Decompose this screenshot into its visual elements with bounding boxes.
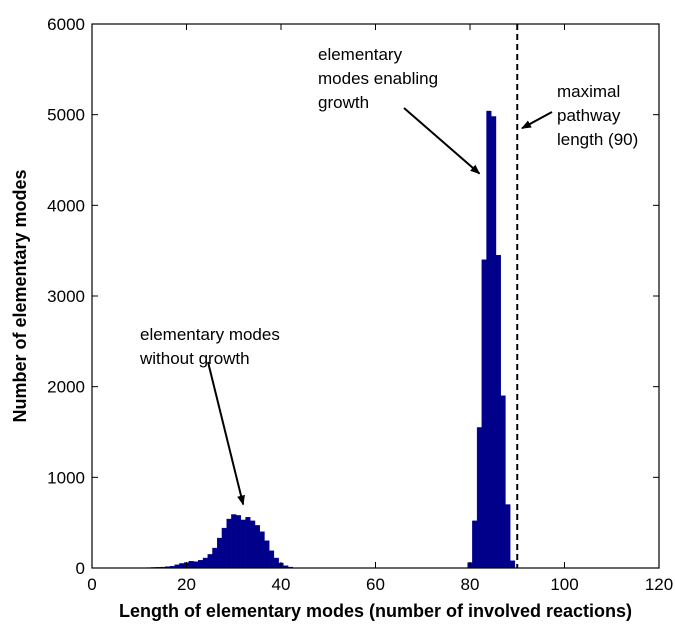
annotations-group: elementary modes without growth elementary…: [139, 45, 638, 506]
histogram-bar: [202, 557, 208, 569]
histogram-bar: [245, 517, 251, 569]
histogram-bar: [264, 540, 270, 569]
y-tick-label: 1000: [47, 468, 85, 487]
y-axis-label: Number of elementary modes: [10, 169, 30, 422]
x-tick-label: 120: [645, 575, 673, 594]
annotation-text: modes enabling: [318, 69, 438, 88]
annotation-text: elementary modes: [140, 325, 280, 344]
x-tick-label: 100: [550, 575, 578, 594]
annotation-arrow: [207, 361, 245, 506]
x-axis-ticks: 0 20 40 60 80 100 120: [87, 24, 673, 594]
histogram-bar: [481, 259, 487, 569]
histogram-bar: [193, 561, 199, 569]
histogram-bar: [235, 515, 242, 569]
histogram-bar: [207, 554, 213, 569]
histogram-bar: [179, 563, 185, 569]
histogram-bar: [495, 254, 501, 569]
annotation-text: without growth: [139, 349, 250, 368]
x-tick-label: 20: [177, 575, 196, 594]
x-tick-label: 40: [272, 575, 291, 594]
y-tick-label: 6000: [47, 15, 85, 34]
histogram-bar: [254, 525, 260, 569]
y-tick-label: 5000: [47, 106, 85, 125]
histogram-bar: [221, 527, 227, 569]
annotation-text: pathway: [557, 106, 621, 125]
y-tick-label: 2000: [47, 378, 85, 397]
annotation-text: elementary: [318, 45, 403, 64]
x-tick-label: 0: [87, 575, 96, 594]
histogram-bar: [509, 560, 516, 569]
histogram-bar: [268, 550, 275, 569]
histogram-bar: [226, 518, 232, 569]
histogram-bar: [259, 531, 265, 569]
annotation-text: length (90): [557, 130, 638, 149]
histogram-bar: [240, 519, 246, 569]
histogram-bar: [231, 514, 237, 569]
histogram-bar: [505, 504, 511, 569]
y-tick-label: 0: [76, 559, 85, 578]
histogram-bar: [212, 547, 218, 569]
histogram-bar: [250, 520, 256, 569]
histogram-bar: [273, 557, 279, 569]
histogram-bar: [217, 537, 223, 569]
histogram-bar: [188, 561, 194, 569]
bars-group: [136, 110, 516, 569]
histogram-bar: [486, 110, 492, 569]
annotation-arrow: [403, 107, 481, 175]
y-tick-label: 3000: [47, 287, 85, 306]
histogram-bar: [476, 427, 483, 569]
histogram-bar: [198, 560, 204, 569]
histogram-bar: [491, 116, 497, 569]
annotation-text: maximal: [557, 82, 620, 101]
x-tick-label: 80: [461, 575, 480, 594]
y-axis-ticks: 0 1000 2000 3000 4000 5000 6000: [47, 15, 659, 578]
histogram-bar: [472, 520, 478, 569]
x-tick-label: 60: [366, 575, 385, 594]
x-axis-label: Length of elementary modes (number of in…: [119, 601, 632, 621]
y-tick-label: 4000: [47, 196, 85, 215]
annotation-arrow: [521, 111, 553, 130]
annotation-text: growth: [318, 93, 369, 112]
histogram-bar: [500, 395, 506, 569]
